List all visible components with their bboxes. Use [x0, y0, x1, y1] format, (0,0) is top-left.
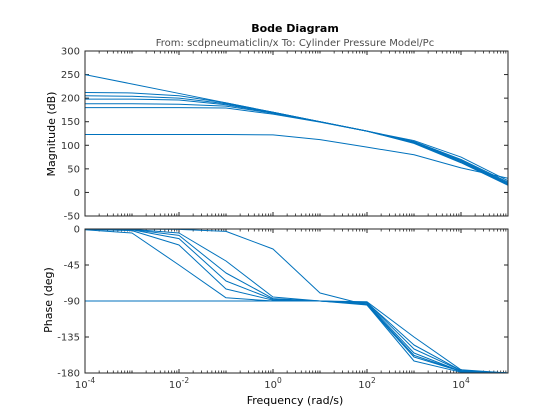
- magnitude-ytick-label: 0: [74, 188, 80, 199]
- phase-ytick-label: -90: [64, 297, 80, 308]
- magnitude-ytick-label: 150: [61, 117, 80, 128]
- magnitude-series-group: [85, 74, 508, 186]
- magnitude-series-line-7: [85, 133, 508, 179]
- magnitude-axis-label: Magnitude (dB): [45, 92, 58, 177]
- phase-ytick-label: -45: [64, 261, 80, 272]
- phase-axes-box: [84, 228, 509, 374]
- phase-series-group: [85, 229, 508, 373]
- magnitude-ytick-label: 300: [61, 47, 80, 58]
- magnitude-ytick-label: 50: [67, 164, 80, 175]
- frequency-tick-label: 10-4: [75, 376, 95, 391]
- frequency-axis-label: Frequency (rad/s): [247, 394, 344, 407]
- magnitude-ytick-label: 100: [61, 141, 80, 152]
- phase-ytick-label: 0: [74, 225, 80, 236]
- frequency-tick-label: 10-2: [169, 376, 189, 391]
- chart-subtitle: From: scdpneumaticlin/x To: Cylinder Pre…: [156, 38, 434, 49]
- magnitude-ytick-label: 250: [61, 70, 80, 81]
- magnitude-axes: -50 0 50 100 150 200 250 300: [61, 47, 509, 223]
- phase-ytick-label: -135: [57, 333, 80, 344]
- magnitude-axes-box: [84, 50, 509, 217]
- phase-axis-label: Phase (deg): [42, 267, 55, 333]
- magnitude-plot-area: [85, 51, 508, 216]
- chart-title: Bode Diagram: [251, 22, 339, 35]
- magnitude-series-line-6: [85, 107, 508, 186]
- phase-axes: -180 -135 -90 -45 0 10-4 10-2 100 102 104: [57, 225, 509, 391]
- phase-ytick-label: -180: [57, 369, 80, 380]
- magnitude-ytick-label: -50: [64, 212, 80, 223]
- frequency-tick-label: 104: [452, 376, 470, 391]
- frequency-tick-label: 100: [264, 376, 282, 391]
- phase-series-line-5: [85, 229, 508, 373]
- frequency-tick-label: 102: [358, 376, 376, 391]
- phase-series-line-6: [85, 229, 508, 373]
- magnitude-ytick-label: 200: [61, 94, 80, 105]
